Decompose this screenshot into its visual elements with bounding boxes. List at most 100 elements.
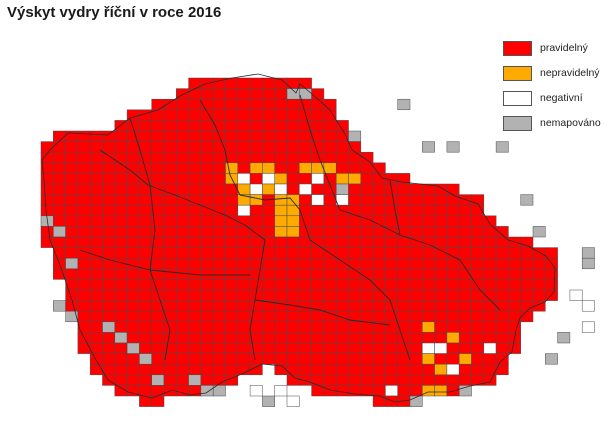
grid-cell-pravidelny	[114, 130, 128, 142]
region-border	[149, 269, 250, 276]
grid-cell-nepravidelny	[274, 226, 288, 238]
grid-cell-pravidelny	[249, 226, 263, 238]
grid-cell-pravidelny	[335, 332, 349, 344]
grid-cell-pravidelny	[212, 162, 226, 174]
grid-cell-pravidelny	[102, 342, 116, 354]
grid-cell-pravidelny	[348, 332, 362, 344]
grid-cell-pravidelny	[65, 194, 79, 206]
grid-cell-pravidelny	[102, 247, 116, 259]
grid-cell-pravidelny	[176, 332, 189, 344]
grid-cell-pravidelny	[372, 342, 386, 354]
grid-cell-pravidelny	[323, 279, 337, 291]
grid-cell-negativni	[262, 173, 275, 185]
legend-label: negativní	[540, 92, 583, 104]
grid-cell-pravidelny	[508, 279, 521, 291]
grid-cell-pravidelny	[385, 268, 398, 280]
grid-cell-pravidelny	[225, 120, 239, 132]
grid-cell-pravidelny	[434, 321, 448, 333]
grid-cell-pravidelny	[65, 268, 79, 280]
grid-cell-nepravidelny	[225, 162, 239, 174]
grid-cell-pravidelny	[471, 332, 485, 344]
grid-cell-pravidelny	[176, 204, 189, 217]
grid-cell-nemapovano	[53, 300, 66, 312]
grid-cell-nepravidelny	[422, 353, 435, 365]
grid-cell-pravidelny	[397, 204, 411, 217]
grid-cell-pravidelny	[102, 173, 116, 185]
grid-cell-negativni	[569, 289, 583, 301]
grid-cell-pravidelny	[163, 151, 177, 164]
grid-cell-pravidelny	[200, 353, 214, 365]
grid-cell-pravidelny	[458, 310, 472, 323]
grid-cell-nemapovano	[139, 353, 152, 365]
grid-cell-pravidelny	[508, 289, 521, 301]
grid-cell-pravidelny	[262, 310, 275, 323]
grid-cell-pravidelny	[360, 194, 374, 206]
grid-cell-pravidelny	[114, 268, 128, 280]
grid-cell-negativni	[274, 385, 288, 397]
grid-cell-pravidelny	[188, 236, 202, 248]
grid-cell-pravidelny	[348, 289, 362, 301]
grid-cell-pravidelny	[274, 257, 288, 270]
grid-cell-pravidelny	[200, 173, 214, 185]
grid-cell-pravidelny	[335, 247, 349, 259]
grid-cell-pravidelny	[65, 141, 79, 153]
grid-cell-pravidelny	[372, 374, 386, 386]
grid-cell-pravidelny	[446, 289, 460, 301]
grid-cell-pravidelny	[360, 236, 374, 248]
legend-swatch-nemapovano	[503, 115, 532, 131]
grid-cell-pravidelny	[200, 88, 214, 100]
grid-cell-pravidelny	[311, 183, 325, 195]
legend-label: nemapováno	[540, 117, 601, 129]
grid-cell-pravidelny	[200, 363, 214, 376]
grid-cell-pravidelny	[446, 353, 460, 365]
grid-cell-pravidelny	[262, 268, 275, 280]
grid-cell-pravidelny	[176, 342, 189, 354]
grid-cell-pravidelny	[114, 300, 128, 312]
grid-cell-pravidelny	[225, 310, 239, 323]
grid-cell-pravidelny	[274, 109, 288, 121]
grid-cell-pravidelny	[77, 342, 91, 354]
grid-cell-pravidelny	[471, 236, 485, 248]
grid-cell-pravidelny	[286, 183, 300, 195]
grid-cell-pravidelny	[299, 268, 312, 280]
grid-cell-pravidelny	[348, 321, 362, 333]
grid-cell-pravidelny	[114, 194, 128, 206]
grid-cell-pravidelny	[126, 183, 140, 195]
grid-cell-pravidelny	[434, 300, 448, 312]
grid-cell-pravidelny	[471, 310, 485, 323]
grid-cell-pravidelny	[188, 204, 202, 217]
grid-cell-pravidelny	[163, 236, 177, 248]
grid-cell-pravidelny	[286, 247, 300, 259]
grid-cell-pravidelny	[139, 332, 152, 344]
grid-cell-pravidelny	[422, 257, 435, 270]
grid-cell-pravidelny	[385, 194, 398, 206]
grid-cell-pravidelny	[163, 289, 177, 301]
grid-cell-pravidelny	[335, 300, 349, 312]
grid-cell-pravidelny	[151, 226, 165, 238]
grid-cell-pravidelny	[139, 257, 152, 270]
grid-cell-pravidelny	[385, 395, 398, 407]
grid-cell-pravidelny	[163, 194, 177, 206]
grid-cell-pravidelny	[372, 247, 386, 259]
grid-cell-pravidelny	[176, 300, 189, 312]
grid-cell-pravidelny	[274, 289, 288, 301]
grid-cell-pravidelny	[249, 300, 263, 312]
grid-cell-negativni	[385, 385, 398, 397]
grid-cell-nepravidelny	[286, 215, 300, 227]
grid-cell-nemapovano	[126, 342, 140, 354]
grid-cell-pravidelny	[323, 130, 337, 142]
grid-cell-pravidelny	[102, 130, 116, 142]
grid-cell-pravidelny	[434, 374, 448, 386]
grid-cell-pravidelny	[434, 332, 448, 344]
grid-cell-nemapovano	[545, 353, 558, 365]
legend-swatch-nepravidelny	[503, 65, 532, 81]
grid-cell-pravidelny	[262, 120, 275, 132]
grid-cell-pravidelny	[188, 332, 202, 344]
grid-cell-pravidelny	[249, 130, 263, 142]
grid-cell-pravidelny	[102, 268, 116, 280]
grid-cell-pravidelny	[446, 194, 460, 206]
grid-cell-pravidelny	[53, 204, 66, 217]
grid-cell-pravidelny	[237, 310, 251, 323]
grid-cell-pravidelny	[176, 310, 189, 323]
grid-cell-pravidelny	[409, 289, 423, 301]
